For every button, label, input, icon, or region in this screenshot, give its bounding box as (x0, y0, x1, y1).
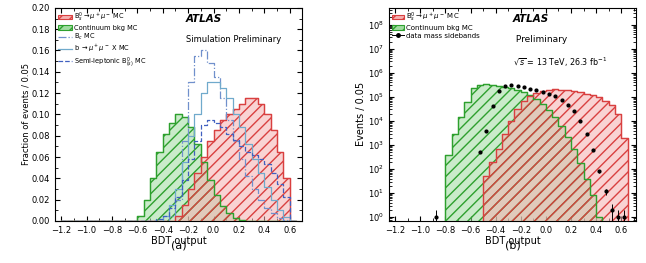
Text: $\sqrt{s}$ = 13 TeV, 26.3 fb$^{-1}$: $\sqrt{s}$ = 13 TeV, 26.3 fb$^{-1}$ (513, 56, 607, 69)
Text: ATLAS: ATLAS (186, 14, 222, 24)
Y-axis label: Fraction of events / 0.05: Fraction of events / 0.05 (21, 63, 30, 165)
X-axis label: BDT output: BDT output (484, 236, 541, 246)
Legend: B$^0_s \rightarrow \mu^+ \mu^-$ MC, Continuum bkg MC, data mass sidebands: B$^0_s \rightarrow \mu^+ \mu^-$ MC, Cont… (391, 10, 481, 39)
Text: ATLAS: ATLAS (513, 14, 549, 24)
Text: (a): (a) (171, 241, 187, 251)
Text: Simulation Preliminary: Simulation Preliminary (186, 34, 281, 43)
Y-axis label: Events / 0.05: Events / 0.05 (357, 82, 366, 146)
Text: Preliminary: Preliminary (513, 34, 567, 43)
Legend: B$^0_s \rightarrow \mu^+ \mu^-$ MC, Continuum bkg MC, B$_c$ MC, b $\rightarrow \: B$^0_s \rightarrow \mu^+ \mu^-$ MC, Cont… (57, 10, 147, 70)
Text: (b): (b) (505, 241, 521, 251)
X-axis label: BDT output: BDT output (151, 236, 207, 246)
